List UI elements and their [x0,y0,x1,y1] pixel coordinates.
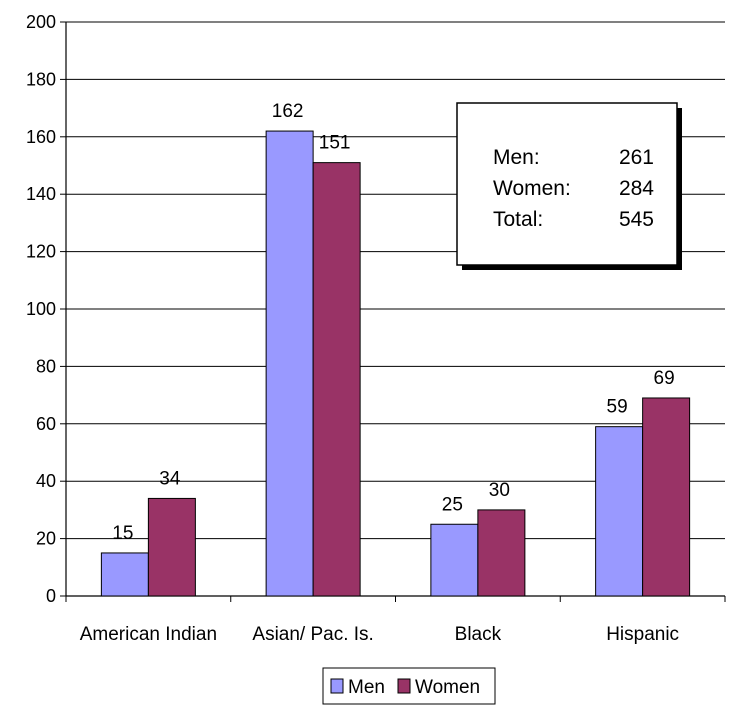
x-category-label: Black [455,624,502,645]
info-total-value: 545 [619,208,654,231]
x-category-label: Hispanic [606,624,679,645]
data-label-women: 151 [319,133,351,154]
bar-women [147,497,196,597]
info-total-label: Total: [493,208,543,231]
data-label-men: 59 [607,397,628,418]
data-label-women: 34 [159,468,181,489]
bar-men [265,130,314,597]
legend: Men Women [322,667,496,705]
info-men-value: 261 [619,146,654,169]
y-tick-label: 20 [36,529,56,549]
info-women-label: Women: [493,177,571,200]
data-label-women: 69 [654,368,675,389]
y-tick-label: 180 [26,69,56,89]
bar-women [312,162,361,597]
info-box-frame [456,102,678,266]
y-tick-label: 40 [36,471,56,491]
y-tick-label: 60 [36,414,56,434]
y-tick-label: 140 [26,184,56,204]
axes: 0 20 40 60 80 100 120 140 160 180 200 American Indi… [26,12,726,645]
bar-men [595,426,644,597]
bar-women [477,509,526,597]
legend-label-men: Men [348,677,385,698]
legend-label-women: Women [415,677,480,698]
y-tick-label: 200 [26,12,56,32]
info-men-label: Men: [493,146,540,169]
y-tick-label: 120 [26,242,56,262]
x-category-label: American Indian [80,624,217,645]
y-tick-label: 80 [36,356,56,376]
info-box: Men: 261 Women: 284 Total: 545 [456,102,682,270]
gridlines [66,21,725,540]
data-label-men: 162 [272,101,304,122]
legend-swatch-women [397,678,411,694]
bar-men [430,523,479,597]
data-labels: 15 34 162 151 25 30 59 69 [112,101,674,544]
y-tick-label: 0 [46,586,56,606]
y-tick-label: 100 [26,299,56,319]
data-label-women: 30 [489,480,510,501]
data-label-men: 15 [112,523,133,544]
x-category-label: Asian/ Pac. Is. [252,624,373,645]
y-tick-label: 160 [26,127,56,147]
bar-women [642,397,691,597]
bar-men [100,552,149,597]
bars [100,130,691,597]
data-label-men: 25 [442,494,463,515]
legend-swatch-men [330,678,344,694]
info-women-value: 284 [619,177,654,200]
